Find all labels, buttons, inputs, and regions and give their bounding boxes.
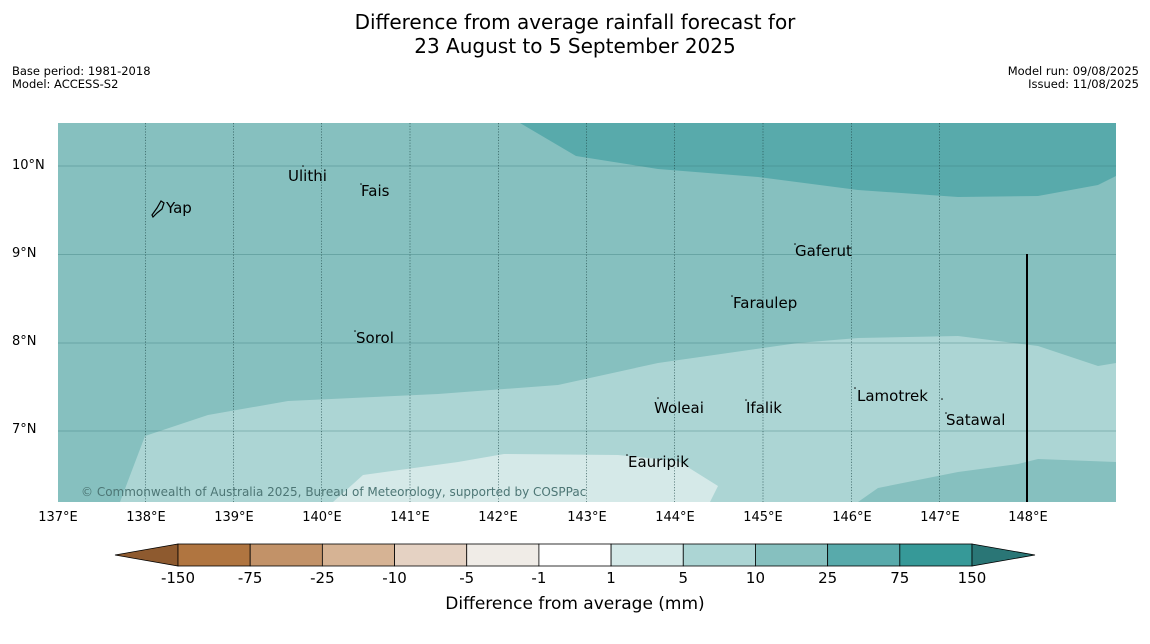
title-line-2: 23 August to 5 September 2025 xyxy=(414,34,736,58)
meta-right: Model run: 09/08/2025 Issued: 11/08/2025 xyxy=(1008,65,1139,91)
lon-label-137e: 137°E xyxy=(38,510,78,525)
lon-label-144e: 144°E xyxy=(655,510,695,525)
lat-label-8n: 8°N xyxy=(12,334,37,349)
rainfall-map xyxy=(58,123,1116,502)
base-period-text: Base period: 1981-2018 xyxy=(12,64,151,78)
colorbar-tick-label: 75 xyxy=(890,569,910,587)
colorbar-tick-label: 5 xyxy=(678,569,689,587)
colorbar-arrow-high xyxy=(971,543,1036,567)
place-gaferut: Gaferut xyxy=(795,242,852,260)
colorbar-tick-label: 25 xyxy=(818,569,838,587)
copyright-text: © Commonwealth of Australia 2025, Bureau… xyxy=(81,485,587,499)
model-run-text: Model run: 09/08/2025 xyxy=(1007,64,1139,78)
lat-label-7n: 7°N xyxy=(12,422,37,437)
place-sorol: Sorol xyxy=(356,329,394,347)
place-eauripik: Eauripik xyxy=(628,453,689,471)
colorbar-label: Difference from average (mm) xyxy=(445,594,705,614)
place-satawal: Satawal xyxy=(946,411,1006,429)
title-line-1: Difference from average rainfall forecas… xyxy=(354,10,796,34)
colorbar-tick-label: -150 xyxy=(160,569,196,587)
meta-left: Base period: 1981-2018 Model: ACCESS-S2 xyxy=(12,65,151,91)
colorbar-cells xyxy=(177,543,973,567)
colorbar-cell xyxy=(899,543,973,567)
lon-label-139e: 139°E xyxy=(214,510,254,525)
colorbar-cell xyxy=(321,543,395,567)
lon-label-147e: 147°E xyxy=(920,510,960,525)
map-title: Difference from average rainfall forecas… xyxy=(0,10,1150,58)
yap-island-shape xyxy=(151,200,165,219)
issued-text: Issued: 11/08/2025 xyxy=(1028,77,1139,91)
place-ifalik: Ifalik xyxy=(746,399,782,417)
lon-label-142e: 142°E xyxy=(478,510,518,525)
model-text: Model: ACCESS-S2 xyxy=(12,77,119,91)
colorbar-tick-label: -25 xyxy=(310,569,335,587)
colorbar-cell xyxy=(249,543,323,567)
lat-label-9n: 9°N xyxy=(12,246,37,261)
place-lamotrek: Lamotrek xyxy=(857,387,928,405)
place-yap: Yap xyxy=(166,199,192,217)
colorbar-tick-label: -1 xyxy=(531,569,547,587)
place-ulithi: Ulithi xyxy=(288,167,327,185)
map-field-5-10 xyxy=(120,336,1116,502)
colorbar-tick-label: 150 xyxy=(957,569,987,587)
colorbar-tick-label: 1 xyxy=(606,569,616,587)
colorbar-cell xyxy=(466,543,540,567)
colorbar-cell xyxy=(682,543,756,567)
colorbar-cell xyxy=(827,543,901,567)
map-field-1-5 xyxy=(333,454,718,502)
colorbar-tick-label: -5 xyxy=(459,569,475,587)
map-field-25-75 xyxy=(520,123,1116,197)
colorbar xyxy=(114,543,1036,567)
colorbar-cell xyxy=(610,543,684,567)
colorbar-tick-label: -10 xyxy=(382,569,407,587)
colorbar-cell xyxy=(177,543,251,567)
lon-label-138e: 138°E xyxy=(126,510,166,525)
island-markers xyxy=(302,165,947,456)
lon-label-143e: 143°E xyxy=(567,510,607,525)
lon-label-148e: 148°E xyxy=(1008,510,1048,525)
lon-label-145e: 145°E xyxy=(743,510,783,525)
lon-label-140e: 140°E xyxy=(302,510,342,525)
colorbar-cell xyxy=(755,543,829,567)
lon-label-146e: 146°E xyxy=(832,510,872,525)
place-fais: Fais xyxy=(361,182,390,200)
colorbar-cell xyxy=(538,543,612,567)
colorbar-cell xyxy=(394,543,468,567)
colorbar-tick-label: 10 xyxy=(745,569,765,587)
lon-label-141e: 141°E xyxy=(390,510,430,525)
colorbar-arrow-low xyxy=(114,543,179,567)
lat-label-10n: 10°N xyxy=(12,158,45,173)
colorbar-tick-label: -75 xyxy=(237,569,263,587)
place-faraulep: Faraulep xyxy=(733,294,798,312)
place-woleai: Woleai xyxy=(654,399,704,417)
